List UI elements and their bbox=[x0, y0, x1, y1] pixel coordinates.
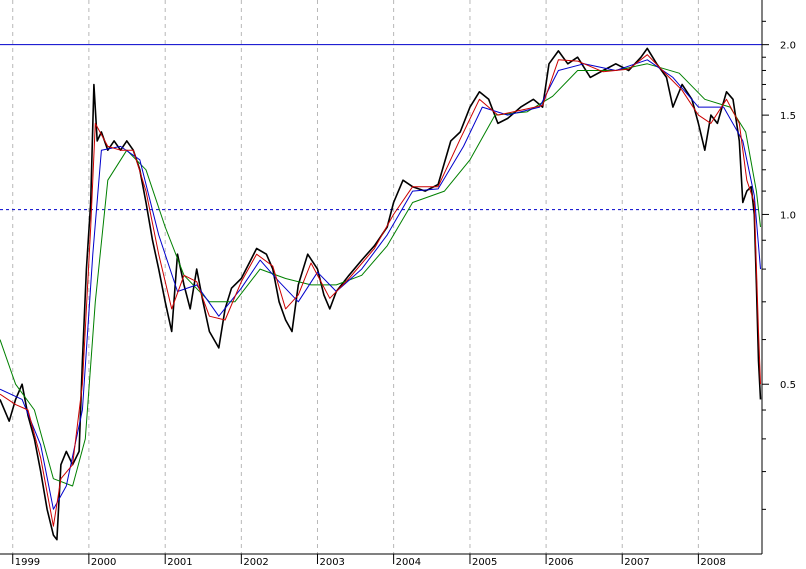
series-line-2 bbox=[0, 59, 761, 510]
x-tick-label-2000: 2000 bbox=[91, 557, 116, 568]
x-tick-label-2006: 2006 bbox=[548, 557, 573, 568]
x-tick-label-2004: 2004 bbox=[396, 557, 421, 568]
x-tick-label-2002: 2002 bbox=[243, 557, 268, 568]
y-tick-label-2.0: 2.0 bbox=[780, 41, 796, 52]
x-tick-label-2005: 2005 bbox=[472, 557, 497, 568]
reference-lines bbox=[0, 44, 762, 211]
x-tick-label-2008: 2008 bbox=[700, 557, 725, 568]
x-tick-label-2003: 2003 bbox=[319, 557, 344, 568]
x-tick-label-1999: 1999 bbox=[15, 557, 40, 568]
x-tick-label-2001: 2001 bbox=[167, 557, 192, 568]
y-axis-ticks: 2.0 1.5 1.0 0.5 bbox=[762, 20, 796, 510]
x-tick-label-2007: 2007 bbox=[624, 557, 649, 568]
x-axis-ticks: 1999 2000 2001 2002 2003 2004 2005 2006 2007 2008 bbox=[12, 554, 726, 568]
y-tick-label-1.0: 1.0 bbox=[780, 210, 796, 221]
y-tick-label-1.5: 1.5 bbox=[780, 111, 796, 122]
y-tick-label-0.5: 0.5 bbox=[780, 380, 796, 391]
series-line-1 bbox=[0, 54, 761, 527]
series-lines bbox=[0, 47, 762, 541]
axes bbox=[0, 0, 763, 555]
